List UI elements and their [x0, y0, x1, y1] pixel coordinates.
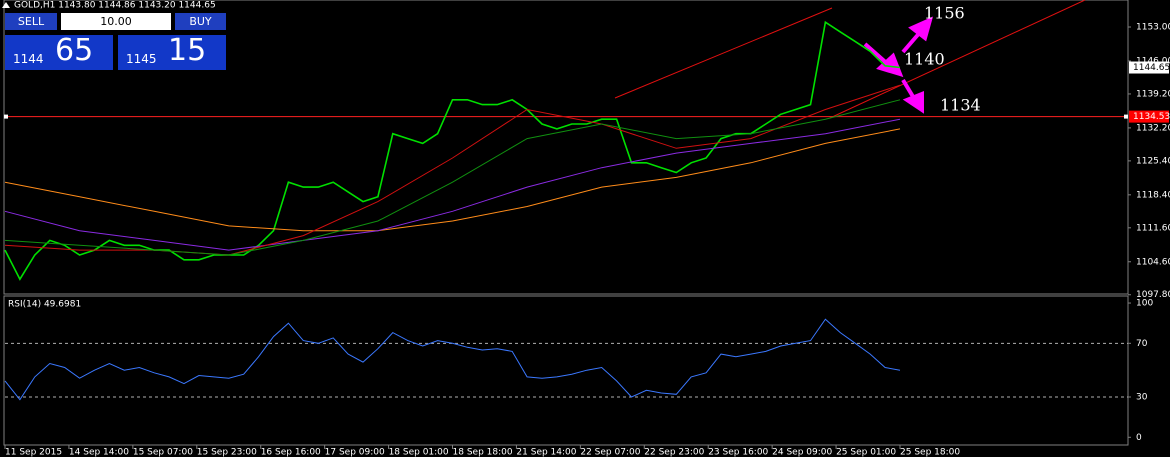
x-tick-label: 16 Sep 16:00: [261, 448, 321, 457]
trade-panel: SELL 10.00 BUY 1144 65 1145 15: [5, 13, 226, 70]
y-tick-label: 70: [1136, 339, 1148, 349]
x-tick-label: 22 Sep 23:00: [644, 448, 704, 457]
price-box: [1129, 61, 1169, 74]
x-tick-label: 18 Sep 18:00: [453, 448, 513, 457]
x-tick-label: 25 Sep 01:00: [836, 448, 896, 457]
x-tick-label: 14 Sep 14:00: [69, 448, 129, 457]
rsi-frame: [3, 295, 1129, 446]
level-handle: [4, 114, 8, 119]
y-tick-label: 1125.40: [1136, 156, 1170, 166]
series-line: [4, 84, 901, 256]
bid-small: 65: [55, 33, 94, 68]
arrows: [863, 16, 934, 114]
x-tick-label: 23 Sep 16:00: [708, 448, 768, 457]
series-line: [4, 128, 901, 232]
sell-button[interactable]: SELL: [5, 13, 57, 30]
header-icon: [2, 2, 10, 8]
annotation: 1156: [924, 4, 965, 23]
y-tick-label: 1146.00: [1136, 56, 1170, 66]
ask-small: 15: [168, 33, 207, 68]
series-line: [4, 99, 901, 256]
arrow-head: [908, 16, 934, 42]
x-tick-label: 15 Sep 07:00: [133, 448, 193, 457]
series-line: [4, 118, 901, 251]
arrow-head: [876, 52, 904, 78]
y-tick-label: 1132.20: [1136, 123, 1170, 133]
x-tick-label: 22 Sep 07:00: [580, 448, 640, 457]
lots-input[interactable]: 10.00: [61, 13, 171, 30]
x-tick-label: 18 Sep 01:00: [389, 448, 449, 457]
arrow-head: [902, 91, 924, 114]
x-tick-label: 11 Sep 2015: [5, 448, 62, 457]
series-line: [4, 318, 901, 401]
x-tick-label: 21 Sep 14:00: [516, 448, 576, 457]
header: GOLD,H1 1143.80 1144.86 1143.20 1144.65: [14, 1, 216, 11]
price-label: 1144.65: [1133, 63, 1170, 73]
x-tick-label: 25 Sep 18:00: [900, 448, 960, 457]
level-handle: [1124, 114, 1128, 119]
x-tick-label: 17 Sep 09:00: [325, 448, 385, 457]
buy-button[interactable]: BUY: [175, 13, 226, 30]
y-tick-label: 1111.60: [1136, 223, 1170, 233]
level-box: [1129, 110, 1169, 123]
ask-big: 1145: [126, 52, 157, 66]
channel-line: [614, 7, 833, 99]
y-tick-label: 1118.40: [1136, 190, 1170, 200]
x-tick-label: 15 Sep 23:00: [197, 448, 257, 457]
y-tick-label: 30: [1136, 393, 1148, 403]
channel-line: [829, 0, 1086, 119]
y-tick-label: 0: [1136, 433, 1142, 443]
ask-price[interactable]: 1145 15: [118, 33, 226, 70]
y-tick-label: 1097.80: [1136, 290, 1170, 300]
bid-price[interactable]: 1144 65: [5, 33, 113, 70]
bid-big: 1144: [13, 52, 44, 66]
y-tick-label: 100: [1136, 299, 1153, 309]
x-tick-label: 24 Sep 09:00: [772, 448, 832, 457]
annotation: 1140: [904, 50, 945, 69]
y-tick-label: 1153.00: [1136, 23, 1170, 33]
y-tick-label: 1104.60: [1136, 257, 1170, 267]
level-label: 1134.53: [1133, 112, 1170, 122]
y-tick-label: 1139.20: [1136, 89, 1170, 99]
annotation: 1134: [940, 96, 981, 115]
price-frame: [3, 0, 1129, 295]
rsi-title: RSI(14) 49.6981: [8, 300, 81, 310]
